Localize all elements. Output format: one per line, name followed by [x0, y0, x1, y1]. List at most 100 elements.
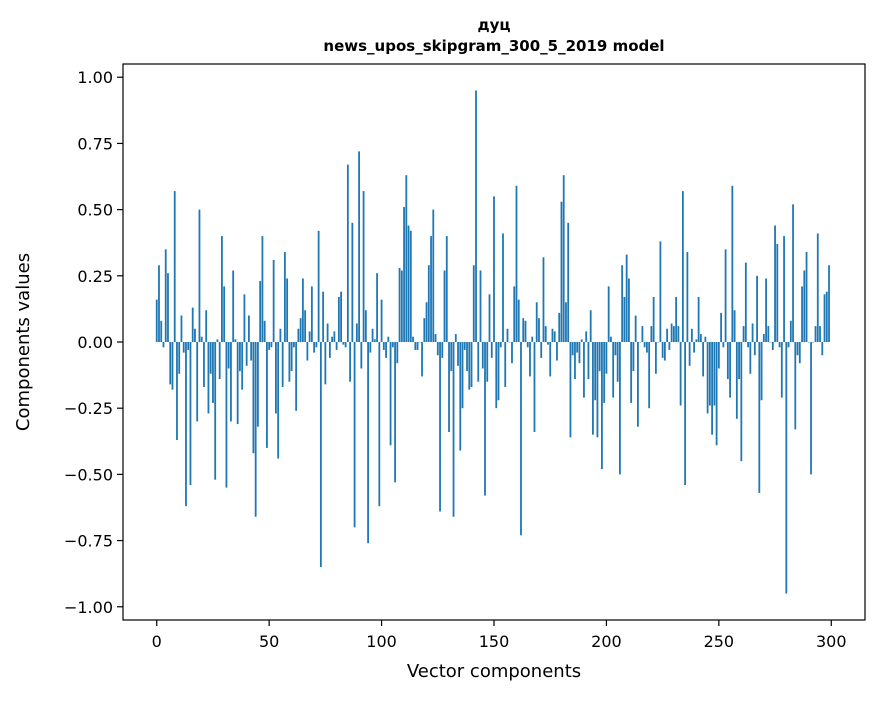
bar-269	[761, 342, 763, 400]
bar-149	[491, 342, 493, 358]
bar-173	[545, 326, 547, 342]
bar-246	[709, 342, 711, 406]
bar-23	[208, 342, 210, 413]
x-tick-label: 200	[591, 632, 622, 651]
bar-52	[273, 260, 275, 342]
x-tick-label: 300	[816, 632, 847, 651]
bar-288	[803, 271, 805, 342]
bar-96	[372, 329, 374, 342]
x-tick-label: 0	[152, 632, 162, 651]
bar-57	[284, 252, 286, 342]
y-tick-label: −0.75	[64, 532, 113, 551]
bar-95	[369, 342, 371, 353]
bar-237	[689, 342, 691, 366]
bar-266	[754, 342, 756, 355]
bar-2	[160, 321, 162, 342]
bar-171	[540, 342, 542, 358]
bar-1	[158, 265, 160, 342]
bar-40	[246, 342, 248, 366]
bar-11	[181, 316, 183, 342]
bar-63	[297, 329, 299, 342]
bar-103	[387, 337, 389, 342]
bar-6	[169, 342, 171, 384]
y-axis-label: Components values	[13, 253, 34, 431]
bar-221	[653, 297, 655, 342]
bar-169	[536, 302, 538, 342]
bar-265	[752, 323, 754, 342]
bar-180	[561, 202, 563, 342]
bar-99	[378, 342, 380, 506]
bar-198	[601, 342, 603, 469]
bar-162	[520, 342, 522, 535]
bar-121	[428, 265, 430, 342]
bar-255	[729, 342, 731, 398]
bar-69	[311, 286, 313, 342]
bar-191	[585, 331, 587, 342]
bar-209	[626, 255, 628, 342]
bar-124	[435, 334, 437, 342]
bar-55	[279, 329, 281, 342]
bar-218	[646, 342, 648, 353]
bar-112	[408, 226, 410, 343]
bar-61	[293, 342, 295, 347]
bar-100	[381, 300, 383, 342]
bar-147	[486, 342, 488, 382]
bar-77	[329, 342, 331, 358]
bar-231	[675, 297, 677, 342]
bar-217	[644, 342, 646, 347]
bar-152	[498, 342, 500, 400]
bar-268	[758, 342, 760, 493]
bar-262	[745, 263, 747, 342]
x-tick-label: 150	[479, 632, 510, 651]
bar-207	[621, 265, 623, 342]
bar-110	[403, 207, 405, 342]
bar-297	[824, 294, 826, 342]
bar-136	[462, 342, 464, 408]
y-tick-label: 0.50	[77, 201, 113, 220]
bar-20	[201, 337, 203, 342]
bar-43	[253, 342, 255, 453]
y-axis-ticks: 1.000.750.500.250.00−0.25−0.50−0.75−1.00	[64, 68, 123, 617]
bar-93	[365, 310, 367, 342]
bar-140	[471, 342, 473, 387]
bar-216	[642, 326, 644, 342]
bar-51	[271, 342, 273, 347]
bar-12	[183, 342, 185, 353]
bar-261	[743, 326, 745, 342]
bar-299	[828, 265, 830, 342]
bar-249	[716, 342, 718, 445]
bar-68	[309, 331, 311, 342]
bar-89	[356, 323, 358, 342]
bar-46	[259, 281, 261, 342]
bar-66	[304, 310, 306, 342]
bar-167	[531, 337, 533, 342]
bar-190	[583, 342, 585, 398]
bar-76	[327, 323, 329, 342]
bar-53	[275, 342, 277, 413]
bar-194	[592, 342, 594, 435]
bar-281	[788, 342, 790, 347]
bar-214	[637, 342, 639, 427]
bar-271	[765, 278, 767, 342]
bar-276	[776, 244, 778, 342]
bar-47	[262, 236, 264, 342]
bar-30	[223, 286, 225, 342]
bar-146	[484, 342, 486, 496]
bar-170	[538, 318, 540, 342]
bar-257	[734, 310, 736, 342]
bar-243	[702, 342, 704, 376]
bar-3	[163, 342, 165, 347]
bar-239	[693, 342, 695, 353]
bar-33	[230, 342, 232, 421]
bar-21	[203, 342, 205, 387]
bar-187	[576, 342, 578, 353]
bar-206	[619, 342, 621, 474]
bar-293	[815, 326, 817, 342]
bar-84	[345, 342, 347, 347]
bar-35	[235, 339, 237, 342]
bar-137	[464, 342, 466, 350]
bar-264	[749, 342, 751, 374]
bar-48	[264, 321, 266, 342]
bar-98	[376, 273, 378, 342]
